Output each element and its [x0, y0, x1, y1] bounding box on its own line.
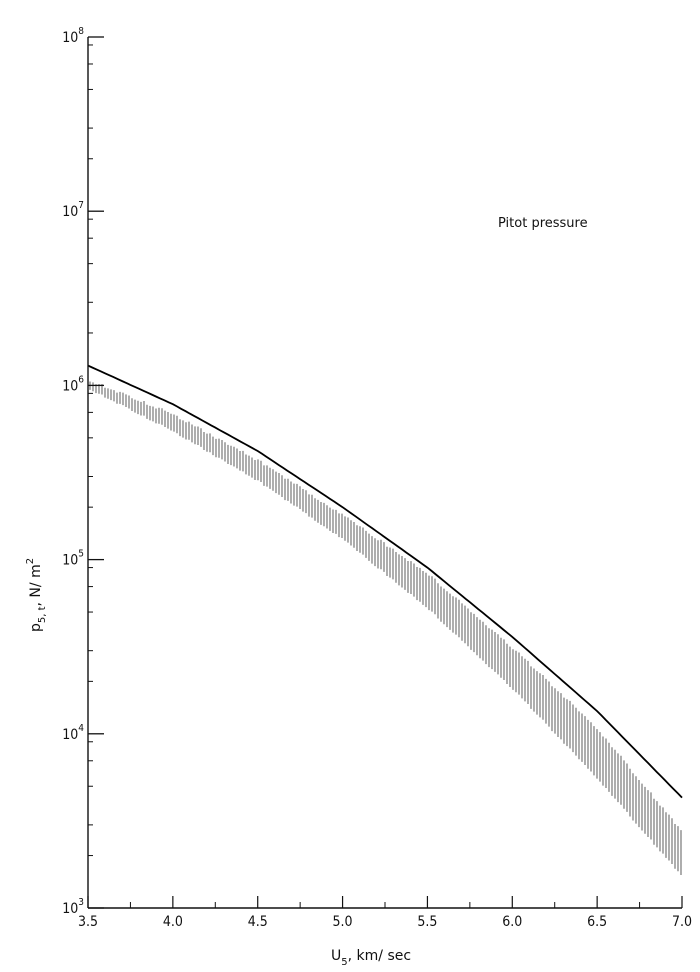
x-tick-label: 4.0: [163, 914, 183, 930]
y-tick-label: 107: [62, 200, 84, 220]
y-axis-title-sup: 2: [25, 558, 36, 564]
x-axis-title-sub: 5: [341, 957, 347, 968]
x-axis-title: U5, km/ sec: [331, 948, 411, 968]
y-axis-title: p5, t, N/ m2: [25, 558, 48, 632]
x-axis-title-base: U: [331, 948, 341, 964]
x-tick-label: 5.5: [417, 914, 437, 930]
x-axis-title-rest: , km/ sec: [348, 948, 411, 964]
y-axis-title-sub: 5, t: [37, 606, 48, 623]
annotation-pitot-pressure: Pitot pressure: [498, 216, 588, 231]
x-tick-label: 5.0: [333, 914, 353, 930]
hatched-band-series: [89, 381, 682, 875]
x-tick-label: 4.5: [248, 914, 268, 930]
x-tick-label: 6.0: [502, 914, 522, 930]
y-axis-title-base: p: [28, 623, 44, 632]
x-tick-label: 7.0: [672, 914, 692, 930]
x-tick-label: 3.5: [78, 914, 98, 930]
x-tick-label: 6.5: [587, 914, 607, 930]
x-ticks: 3.5 4.0 4.5 5.0 5.5 6.0 6.5 7.0: [78, 896, 692, 930]
solid-line-series-path: [87, 364, 683, 799]
y-tick-label: 104: [62, 723, 84, 743]
y-axis-title-rest: , N/ m: [28, 564, 44, 606]
axes: [87, 37, 682, 909]
y-tick-label: 103: [62, 897, 84, 917]
y-tick-label: 106: [62, 374, 84, 394]
y-tick-label: 105: [62, 549, 84, 569]
y-tick-label: 108: [62, 26, 84, 46]
y-ticks: 103 104 105 106 107 108: [62, 26, 104, 917]
